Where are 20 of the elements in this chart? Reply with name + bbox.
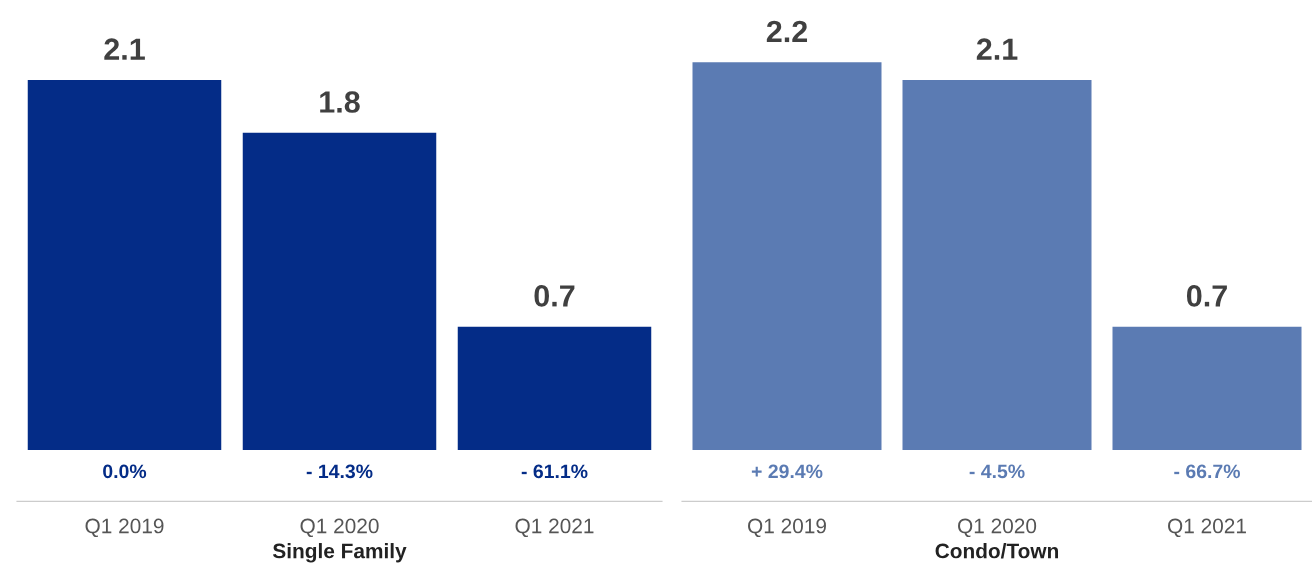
data-label: 2.2	[766, 20, 808, 43]
x-axis-title: Condo/Town	[935, 543, 1059, 559]
text: - 4.5%	[969, 464, 1025, 479]
text: 0.0%	[103, 464, 147, 479]
x-tick-label: Q1 2020	[300, 518, 379, 538]
data-label: 0.7	[1186, 285, 1227, 307]
x-tick-label: Q1 2021	[1168, 518, 1246, 538]
text: + 29.4%	[751, 464, 823, 479]
data-label: 2.1	[976, 38, 1018, 60]
text: - 66.7%	[1174, 464, 1240, 479]
x-tick-label: Q1 2021	[515, 518, 594, 538]
text: - 61.1%	[521, 464, 588, 479]
text: - 14.3%	[306, 464, 373, 479]
x-tick-label: Q1 2019	[85, 518, 164, 538]
data-label: 0.7	[534, 285, 575, 307]
x-tick-label: Q1 2019	[748, 518, 826, 538]
x-axis-title: Single Family	[272, 543, 407, 563]
data-label: 1.8	[320, 91, 360, 113]
data-label: 2.1	[104, 38, 145, 60]
x-tick-label: Q1 2020	[958, 518, 1037, 538]
